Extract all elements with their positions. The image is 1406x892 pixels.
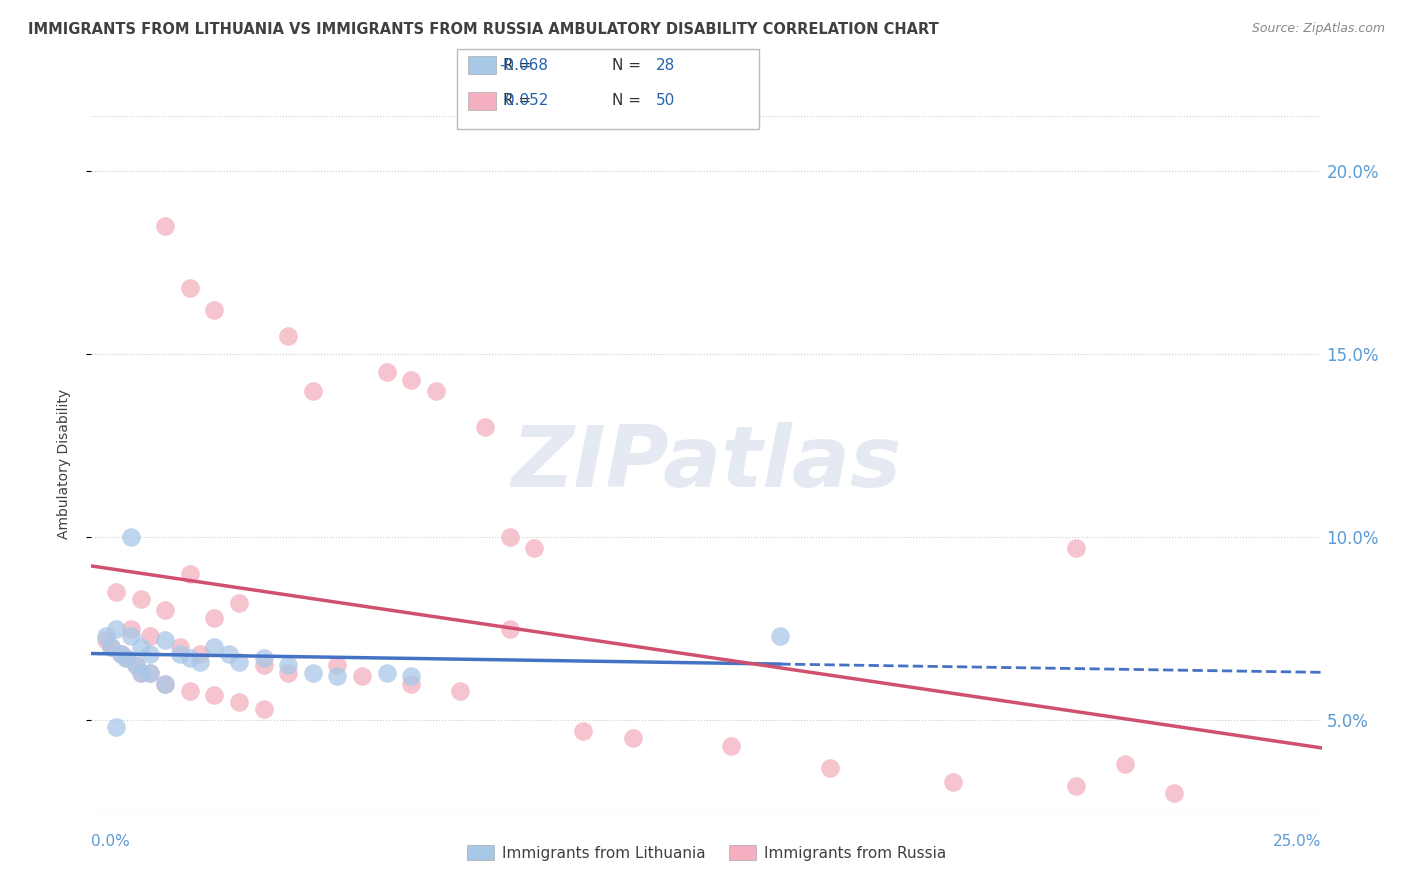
Point bbox=[621, 731, 644, 746]
Point bbox=[425, 384, 447, 398]
Point bbox=[449, 684, 471, 698]
Point bbox=[253, 651, 276, 665]
Point bbox=[179, 651, 201, 665]
Point bbox=[188, 655, 211, 669]
Text: 0.0%: 0.0% bbox=[91, 834, 131, 848]
Legend: Immigrants from Lithuania, Immigrants from Russia: Immigrants from Lithuania, Immigrants fr… bbox=[461, 838, 952, 867]
Point bbox=[114, 651, 138, 665]
Point bbox=[169, 640, 191, 654]
Point bbox=[326, 658, 349, 673]
Text: 0.052: 0.052 bbox=[505, 94, 548, 108]
Point bbox=[1114, 757, 1136, 772]
Point bbox=[96, 632, 117, 647]
Point bbox=[769, 629, 792, 643]
Point bbox=[228, 596, 250, 610]
Text: R =: R = bbox=[503, 94, 537, 108]
Point bbox=[523, 541, 546, 555]
Point bbox=[1064, 541, 1087, 555]
Point bbox=[100, 640, 122, 654]
Point bbox=[120, 530, 142, 544]
Point bbox=[202, 610, 225, 624]
Point bbox=[153, 676, 177, 690]
Point bbox=[105, 585, 127, 599]
Point bbox=[129, 592, 152, 607]
Point bbox=[375, 365, 398, 379]
Point bbox=[129, 665, 152, 680]
Point bbox=[120, 622, 142, 636]
Point bbox=[202, 688, 225, 702]
Point bbox=[572, 724, 595, 739]
Text: N =: N = bbox=[612, 94, 645, 108]
Point bbox=[153, 219, 177, 233]
Text: -0.068: -0.068 bbox=[499, 58, 548, 72]
Point bbox=[818, 761, 841, 775]
Point bbox=[1163, 786, 1185, 800]
Point bbox=[399, 676, 422, 690]
Text: 50: 50 bbox=[655, 94, 675, 108]
Point bbox=[202, 640, 225, 654]
Point bbox=[228, 695, 250, 709]
Point bbox=[153, 603, 177, 617]
Point bbox=[352, 669, 374, 683]
Point bbox=[124, 658, 146, 673]
Point bbox=[253, 702, 276, 716]
Point bbox=[100, 640, 122, 654]
Point bbox=[169, 647, 191, 661]
Text: N =: N = bbox=[612, 58, 645, 72]
Point bbox=[218, 647, 240, 661]
Point bbox=[110, 647, 132, 661]
Point bbox=[277, 665, 299, 680]
Point bbox=[179, 566, 201, 581]
Point bbox=[326, 669, 349, 683]
Point bbox=[498, 530, 520, 544]
Point bbox=[105, 622, 127, 636]
Point bbox=[139, 629, 162, 643]
Point bbox=[375, 665, 398, 680]
Point bbox=[139, 665, 162, 680]
Text: ZIPatlas: ZIPatlas bbox=[512, 422, 901, 506]
Point bbox=[1064, 779, 1087, 793]
Point bbox=[179, 281, 201, 295]
Point bbox=[399, 373, 422, 387]
Point bbox=[228, 655, 250, 669]
Point bbox=[202, 303, 225, 318]
Point bbox=[139, 647, 162, 661]
Point bbox=[120, 629, 142, 643]
Point bbox=[153, 676, 177, 690]
Y-axis label: Ambulatory Disability: Ambulatory Disability bbox=[56, 389, 70, 539]
Point bbox=[399, 669, 422, 683]
Point bbox=[301, 384, 323, 398]
Text: 28: 28 bbox=[655, 58, 675, 72]
Point bbox=[277, 658, 299, 673]
Point bbox=[720, 739, 742, 753]
Text: R =: R = bbox=[503, 58, 537, 72]
Point bbox=[129, 665, 152, 680]
Point bbox=[105, 721, 127, 735]
Point bbox=[110, 647, 132, 661]
Point bbox=[188, 647, 211, 661]
Point bbox=[124, 658, 146, 673]
Point bbox=[139, 665, 162, 680]
Point bbox=[498, 622, 520, 636]
Point bbox=[474, 420, 496, 434]
Point bbox=[96, 629, 117, 643]
Point bbox=[179, 684, 201, 698]
Point bbox=[253, 658, 276, 673]
Point bbox=[114, 651, 138, 665]
Point bbox=[129, 640, 152, 654]
Text: Source: ZipAtlas.com: Source: ZipAtlas.com bbox=[1251, 22, 1385, 36]
Text: 25.0%: 25.0% bbox=[1274, 834, 1322, 848]
Text: IMMIGRANTS FROM LITHUANIA VS IMMIGRANTS FROM RUSSIA AMBULATORY DISABILITY CORREL: IMMIGRANTS FROM LITHUANIA VS IMMIGRANTS … bbox=[28, 22, 939, 37]
Point bbox=[277, 328, 299, 343]
Point bbox=[301, 665, 323, 680]
Point bbox=[941, 775, 963, 789]
Point bbox=[153, 632, 177, 647]
